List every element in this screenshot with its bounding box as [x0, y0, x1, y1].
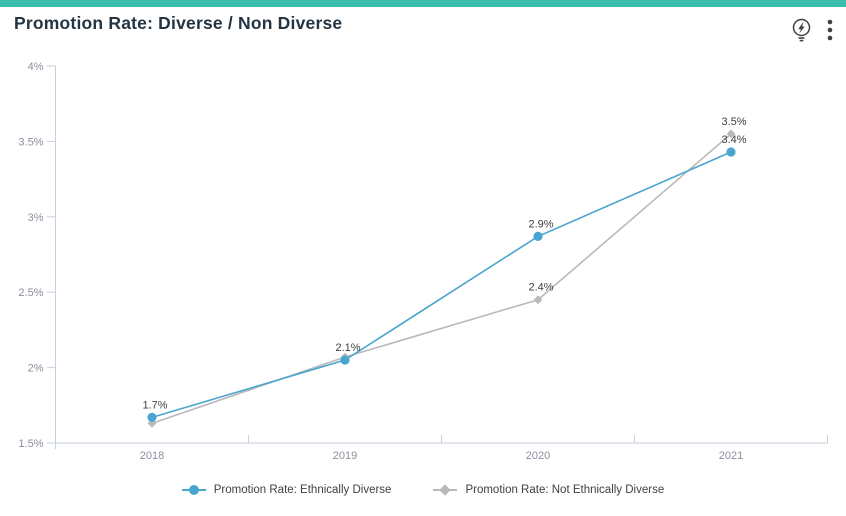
legend-circle-marker-icon [181, 485, 206, 495]
y-tick-label: 4% [28, 61, 44, 73]
x-tick-label: 2019 [333, 450, 357, 462]
x-tick-label: 2021 [719, 450, 743, 462]
y-tick-label: 3% [28, 212, 44, 224]
chart-legend: Promotion Rate: Ethnically Diverse Promo… [0, 484, 846, 496]
data-point[interactable] [533, 295, 543, 305]
legend-label: Promotion Rate: Not Ethnically Diverse [465, 484, 665, 496]
data-point[interactable] [533, 231, 543, 242]
series-line [151, 133, 732, 425]
data-point[interactable] [147, 418, 157, 428]
y-tick-label: 2% [28, 363, 44, 375]
legend-diamond-marker-icon [433, 484, 458, 496]
x-tick-label: 2020 [526, 450, 550, 462]
data-point[interactable] [340, 355, 350, 365]
legend-item-not-ethnically-diverse[interactable]: Promotion Rate: Not Ethnically Diverse [433, 484, 664, 496]
data-point-label: 3.5% [721, 116, 746, 128]
data-point-label: 3.4% [721, 134, 746, 146]
legend-label: Promotion Rate: Ethnically Diverse [213, 484, 392, 496]
data-point[interactable] [147, 412, 157, 422]
data-point-label: 2.1% [335, 342, 360, 354]
chart-title: Promotion Rate: Diverse / Non Diverse [14, 13, 343, 33]
x-tick-label: 2018 [140, 450, 164, 462]
y-tick-label: 3.5% [18, 136, 43, 148]
accent-bar [0, 0, 846, 7]
data-point[interactable] [726, 147, 736, 157]
data-point-label: 1.7% [142, 399, 167, 411]
y-tick-label: 1.5% [18, 438, 43, 450]
series-line [151, 151, 732, 419]
y-tick-label: 2.5% [18, 287, 43, 299]
legend-item-ethnically-diverse[interactable]: Promotion Rate: Ethnically Diverse [181, 484, 392, 496]
data-point[interactable] [726, 129, 736, 139]
header-icons [790, 17, 834, 43]
data-point-label: 2.9% [528, 218, 553, 230]
kebab-menu-icon[interactable] [826, 17, 834, 43]
data-point-label: 2.4% [528, 282, 553, 294]
insight-lightbulb-icon[interactable] [790, 17, 813, 43]
